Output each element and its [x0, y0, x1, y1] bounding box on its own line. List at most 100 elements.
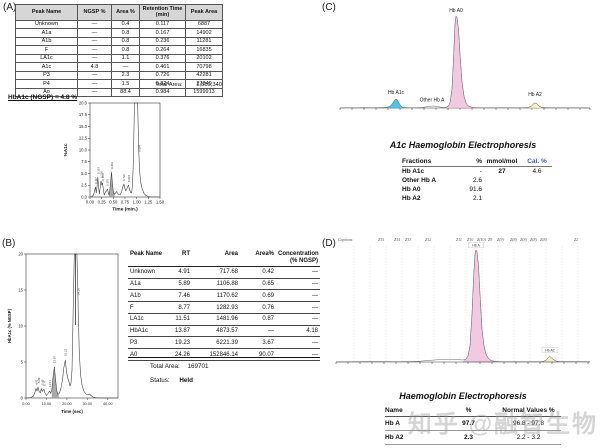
table-row: Other Hb A 2.6	[402, 176, 552, 185]
x-axis-title: Time (sec)	[61, 409, 83, 414]
table-cell: —	[276, 278, 320, 291]
table-row: Hb A 97.7 96.8 - 97.8	[385, 416, 561, 431]
zone-caption: Z(9)	[497, 237, 505, 242]
table-cell: LA1c	[128, 313, 168, 326]
y-tick-label: 17.5	[79, 112, 88, 117]
chromatogram-trace	[25, 253, 118, 399]
table-cell: —	[276, 336, 320, 350]
table-row: HbA1c 13.87 4873.57—4.18	[128, 325, 320, 338]
hba-label-box	[468, 242, 484, 248]
total-area-label: Total Area:	[155, 82, 183, 88]
column-header: Area	[192, 250, 240, 267]
table-cell: P3	[15, 70, 78, 81]
x-tick-marks	[89, 197, 161, 199]
table-row: A1a 5.89 1106.88 0.65—	[128, 278, 320, 291]
hba-peak-label: Hb A	[472, 244, 480, 248]
table-cell: 1.1	[111, 53, 140, 64]
y-tick-label: 5	[21, 360, 24, 365]
table-cell: Hb A	[385, 416, 441, 431]
panel-a-chromatogram: 20.0 17.5 15.0 12.5 10.0 7.5 5.0 2.5 0.0…	[63, 101, 165, 213]
table-row: A1c 4.8—0.461 70798	[15, 62, 223, 72]
zone-caption: Z(10)	[477, 237, 487, 242]
table-row: A1b 7.46 1170.62 0.69—	[128, 289, 320, 303]
panel-b-total-area: Total Area: 169701	[150, 363, 209, 370]
column-header: Peak Name	[15, 4, 78, 21]
column-header: Cal. %	[522, 156, 552, 167]
chromatogram-trace	[89, 102, 160, 198]
table-cell: 42281	[185, 70, 223, 81]
table-cell: Hb A2	[385, 430, 441, 445]
panel-c-fractions-table: Fractions% mmol/mol Cal. % Hb A1c -27 4.6 Oth…	[402, 156, 552, 203]
table-cell: —	[276, 266, 320, 279]
peak-rt-label: 0.167	[96, 167, 100, 174]
total-area-value: 169701	[187, 363, 209, 370]
table-cell: 0.42	[240, 266, 276, 279]
x-tick-label: 0.75	[121, 200, 130, 205]
table-cell: 0.4	[111, 19, 140, 30]
table-cell: HbA1c	[128, 325, 168, 338]
table-row: Hb A2 2.3 2.2 - 3.2	[385, 430, 561, 445]
table-cell: LA1c	[15, 53, 78, 64]
table-cell: 1170.62	[192, 289, 240, 303]
table-row: Hb A2 2.1	[402, 194, 552, 203]
table-cell: 0.69	[240, 289, 276, 303]
column-header: RT	[168, 250, 192, 267]
panel-c-table-head: Fractions% mmol/mol Cal. %	[402, 156, 552, 167]
table-row: Hb A0 91.6	[402, 185, 552, 194]
table-cell: 0.984	[139, 87, 186, 98]
table-cell: 1106.88	[192, 278, 240, 291]
table-cell: —	[240, 325, 276, 338]
column-header: Area %	[111, 4, 140, 21]
panel-a-peak-table: Peak Name NGSP % Area % Retention Time (min…	[15, 4, 223, 98]
zone-caption: Z(8)	[520, 237, 528, 242]
peak-rt-label: 5.89	[37, 377, 41, 383]
x-tick-label: 40.00	[103, 402, 113, 406]
table-cell: 7.46	[168, 289, 192, 303]
table-cell: —	[111, 62, 140, 72]
zone-caption: Z12	[425, 237, 431, 242]
table-cell: Hb A0	[402, 186, 421, 193]
table-cell: 2.3	[441, 430, 496, 445]
y-tick-label: 12.5	[79, 136, 88, 141]
table-cell: 97.7	[441, 416, 496, 431]
table-cell: —	[276, 289, 320, 303]
y-axis-title: HbA1c (% NGSP)	[7, 308, 12, 343]
y-tick-label: 15	[18, 288, 23, 293]
watermark: 知乎 @融智生物	[407, 411, 598, 438]
table-row: LA1c 11.51 1481.96 0.87—	[128, 313, 320, 326]
table-cell: 13.87	[168, 325, 192, 338]
table-cell: Unknown	[15, 19, 78, 30]
table-cell: Other Hb A	[402, 177, 437, 184]
table-cell: 91.6	[469, 186, 482, 193]
x-tick-label: 20.00	[62, 402, 72, 406]
a1c-shaded-peak	[109, 172, 115, 197]
total-area-label: Total Area:	[150, 363, 180, 370]
zone-gridlines	[353, 246, 579, 362]
zone-caption: Z(8)	[540, 237, 548, 242]
hba1c-peak-label: Hb A1c	[388, 90, 405, 96]
table-cell: 14902	[185, 28, 223, 38]
table-cell: A1b	[128, 289, 168, 303]
y-axis-title: %A1c	[63, 143, 69, 156]
table-cell: —	[77, 28, 112, 38]
table-cell: 4.6	[532, 168, 542, 175]
table-row: F —0.8 0.264 16835	[15, 45, 223, 55]
x-tick-marks	[25, 398, 109, 400]
panel-b-peak-table: Peak Name RT Area Area% Concentration (% NGS…	[128, 250, 320, 362]
table-cell: 0.8	[111, 45, 140, 55]
peak-rt-label: 0.236	[99, 171, 103, 178]
table-cell: 6887	[185, 19, 223, 30]
table-cell: —	[77, 70, 112, 81]
hba2-peak-label: Hb A2	[545, 349, 555, 353]
table-row: Ao —88.4 0.984 1599913	[15, 87, 223, 98]
column-header: Area%	[240, 250, 276, 267]
table-cell: 4.8	[77, 62, 112, 72]
column-header: Peak Area	[185, 4, 223, 21]
hba2-peak-fill	[542, 356, 559, 363]
table-cell: -	[479, 168, 482, 175]
column-header: mmol/mol	[482, 156, 522, 167]
table-cell: 0.264	[139, 45, 186, 55]
table-cell: 27	[498, 168, 506, 175]
column-header: Normal Values %	[496, 404, 561, 417]
